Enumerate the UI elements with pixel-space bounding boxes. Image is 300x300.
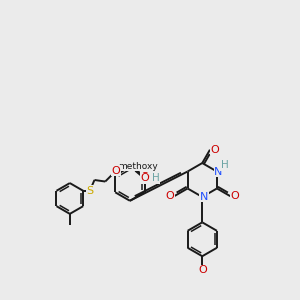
Text: O: O — [165, 191, 174, 201]
Text: O: O — [230, 191, 239, 201]
Text: O: O — [112, 166, 120, 176]
Text: N: N — [214, 167, 223, 176]
Text: O: O — [140, 173, 149, 184]
Text: N: N — [200, 192, 208, 202]
Text: H: H — [221, 160, 229, 170]
Text: methoxy: methoxy — [118, 162, 158, 171]
Text: O: O — [140, 172, 149, 182]
Text: S: S — [86, 186, 93, 196]
Text: O: O — [210, 145, 219, 155]
Text: O: O — [198, 265, 207, 275]
Text: H: H — [152, 173, 160, 184]
